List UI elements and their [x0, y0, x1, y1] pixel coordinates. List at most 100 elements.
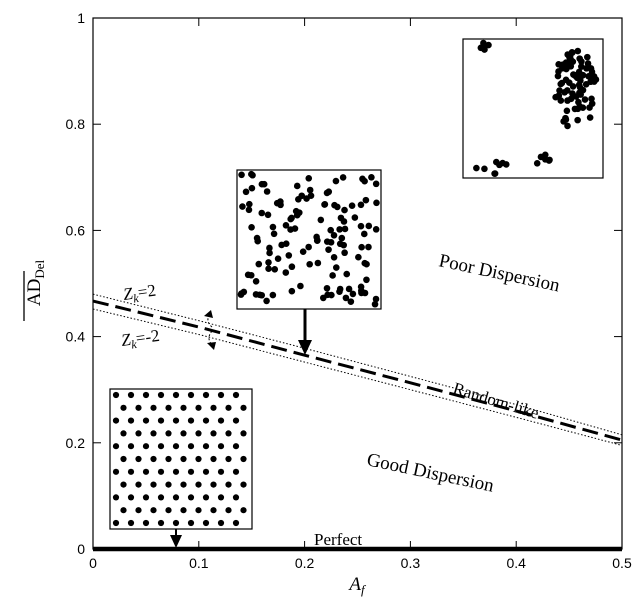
particle	[232, 443, 240, 450]
particle	[341, 206, 348, 214]
axis-tick-labels: 0 0.1 0.2 0.3 0.4 0.5 0 0.2 0.4 0.6 0.8 1	[66, 10, 632, 571]
particle	[588, 100, 596, 107]
particle	[187, 519, 195, 527]
particle	[245, 206, 253, 214]
particle	[372, 226, 380, 233]
particle	[491, 170, 498, 177]
particle	[372, 180, 380, 188]
x-tick-label: 0.5	[612, 555, 632, 571]
particle	[217, 519, 225, 527]
x-tick-label: 0.2	[295, 555, 315, 571]
y-axis-title: ADDel	[23, 260, 47, 321]
particle	[232, 391, 240, 399]
particle	[355, 253, 362, 261]
particle	[217, 443, 225, 450]
particle	[195, 507, 202, 514]
particle	[266, 244, 273, 252]
series-zk-2	[92, 293, 623, 436]
particle	[187, 494, 195, 501]
svg-text:ADDel: ADDel	[24, 260, 47, 307]
particle	[112, 468, 120, 475]
particle	[112, 417, 120, 424]
particle	[568, 48, 576, 56]
particle	[341, 225, 349, 233]
random-like-label: Random-like	[451, 379, 541, 423]
particle	[112, 391, 120, 399]
particle	[248, 223, 255, 231]
particle	[360, 230, 368, 238]
particle	[362, 196, 370, 204]
particle	[135, 455, 142, 463]
particle	[282, 269, 290, 276]
particle	[363, 276, 370, 284]
particle	[157, 443, 165, 450]
particle	[172, 443, 180, 450]
particle	[293, 211, 301, 219]
particle	[282, 221, 290, 229]
particle	[278, 241, 285, 249]
particle	[325, 246, 332, 253]
particle	[303, 195, 310, 202]
particle	[217, 391, 225, 399]
particle	[187, 468, 195, 475]
particle	[567, 56, 575, 64]
y-axis-title-sub: Del	[32, 260, 47, 279]
particle	[225, 507, 232, 514]
particle	[157, 468, 165, 475]
particle	[288, 263, 296, 271]
inset-random-pointer	[298, 309, 312, 355]
particle	[556, 87, 563, 94]
particle	[332, 177, 340, 185]
particle	[287, 215, 295, 223]
particle	[135, 430, 142, 437]
particle	[165, 481, 172, 488]
particle	[269, 291, 277, 299]
particle	[150, 481, 157, 488]
particle	[217, 417, 225, 424]
particle	[172, 417, 180, 424]
particle	[232, 417, 240, 424]
particle	[247, 271, 255, 279]
particle	[371, 300, 379, 308]
particle	[112, 443, 120, 450]
particle	[180, 404, 187, 411]
particle	[150, 455, 157, 463]
particle	[255, 260, 263, 268]
particle	[336, 226, 343, 233]
particle	[157, 494, 165, 501]
particle	[210, 455, 217, 463]
particle	[202, 468, 210, 475]
particle	[127, 468, 135, 475]
particle	[562, 116, 570, 123]
y-tick-label: 0.2	[66, 435, 86, 451]
particle	[269, 223, 277, 231]
particle	[253, 234, 261, 242]
particle	[332, 264, 340, 271]
particle	[348, 202, 356, 210]
x-tick-label: 0.4	[506, 555, 526, 571]
particle	[493, 158, 500, 166]
particle	[270, 230, 278, 238]
particle	[330, 231, 338, 239]
perfect-label: Perfect	[314, 530, 362, 549]
particle	[557, 97, 565, 104]
particle	[314, 259, 322, 267]
particle	[210, 430, 217, 437]
particle	[150, 430, 157, 437]
particle	[563, 107, 571, 115]
particle	[225, 430, 232, 437]
particle	[180, 507, 187, 514]
particle	[578, 63, 585, 70]
particle	[150, 404, 157, 411]
particle	[306, 186, 314, 194]
zk-band-arrows	[207, 312, 213, 346]
particle	[263, 297, 270, 305]
particle	[210, 404, 217, 411]
particle	[127, 494, 135, 501]
particle	[349, 290, 357, 298]
particle	[165, 455, 172, 463]
inset-hexagonal-particles	[112, 391, 247, 527]
particle	[240, 404, 247, 411]
particle	[297, 282, 304, 290]
particle	[187, 417, 195, 424]
